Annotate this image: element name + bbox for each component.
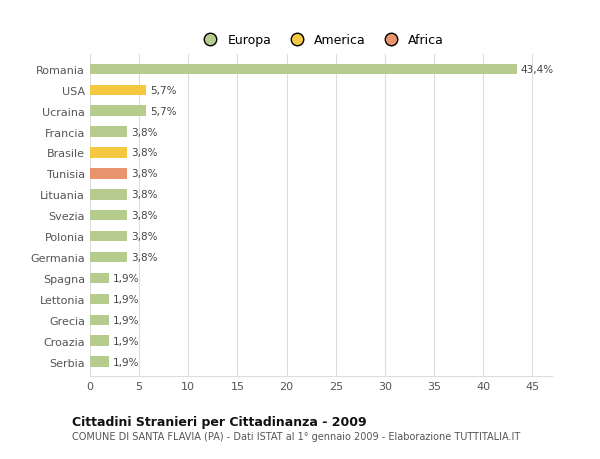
Bar <box>90 211 127 221</box>
Bar <box>90 85 146 96</box>
Text: 3,8%: 3,8% <box>131 252 158 263</box>
Text: 1,9%: 1,9% <box>113 357 139 367</box>
Text: 3,8%: 3,8% <box>131 148 158 158</box>
Bar <box>90 294 109 304</box>
Bar <box>90 148 127 158</box>
Bar <box>90 252 127 263</box>
Text: 1,9%: 1,9% <box>113 315 139 325</box>
Bar <box>90 169 127 179</box>
Bar <box>90 106 146 117</box>
Text: Cittadini Stranieri per Cittadinanza - 2009: Cittadini Stranieri per Cittadinanza - 2… <box>72 415 367 428</box>
Text: 3,8%: 3,8% <box>131 211 158 221</box>
Bar <box>90 357 109 367</box>
Bar <box>90 273 109 284</box>
Text: 1,9%: 1,9% <box>113 273 139 283</box>
Text: 3,8%: 3,8% <box>131 127 158 137</box>
Text: 3,8%: 3,8% <box>131 190 158 200</box>
Bar <box>90 64 517 75</box>
Text: 43,4%: 43,4% <box>521 65 554 75</box>
Text: 5,7%: 5,7% <box>150 85 176 95</box>
Bar <box>90 190 127 200</box>
Text: 5,7%: 5,7% <box>150 106 176 117</box>
Text: 1,9%: 1,9% <box>113 294 139 304</box>
Text: 3,8%: 3,8% <box>131 232 158 241</box>
Legend: Europa, America, Africa: Europa, America, Africa <box>193 29 449 52</box>
Bar <box>90 336 109 346</box>
Text: 1,9%: 1,9% <box>113 336 139 346</box>
Text: 3,8%: 3,8% <box>131 169 158 179</box>
Text: COMUNE DI SANTA FLAVIA (PA) - Dati ISTAT al 1° gennaio 2009 - Elaborazione TUTTI: COMUNE DI SANTA FLAVIA (PA) - Dati ISTAT… <box>72 431 520 442</box>
Bar <box>90 315 109 325</box>
Bar <box>90 231 127 242</box>
Bar <box>90 127 127 138</box>
